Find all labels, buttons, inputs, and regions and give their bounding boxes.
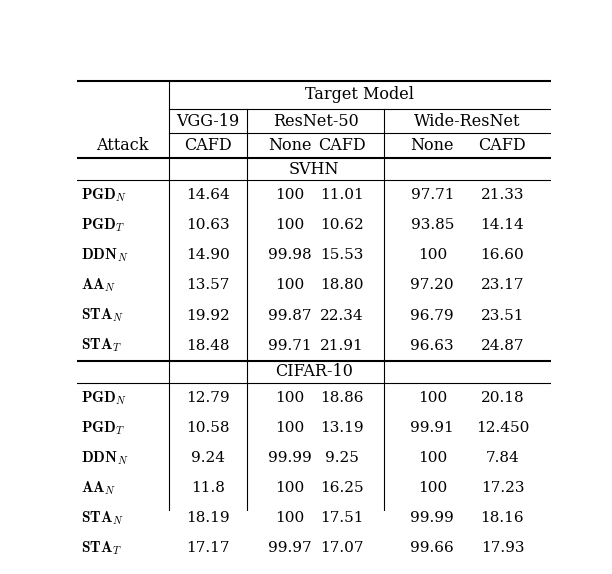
Text: 22.34: 22.34 (319, 308, 364, 323)
Text: 20.18: 20.18 (480, 391, 524, 405)
Text: 100: 100 (275, 511, 304, 525)
Text: 99.98: 99.98 (268, 249, 312, 262)
Text: 93.85: 93.85 (411, 218, 454, 232)
Text: 13.57: 13.57 (187, 278, 230, 292)
Text: $\mathbf{DDN}_{N}$: $\mathbf{DDN}_{N}$ (81, 449, 129, 467)
Text: 18.48: 18.48 (187, 339, 230, 352)
Text: $\mathbf{STA}_{N}$: $\mathbf{STA}_{N}$ (81, 509, 124, 527)
Text: Target Model: Target Model (305, 87, 414, 103)
Text: 19.92: 19.92 (186, 308, 230, 323)
Text: 10.58: 10.58 (187, 421, 230, 435)
Text: $\mathbf{AA}_{N}$: $\mathbf{AA}_{N}$ (81, 479, 116, 497)
Text: 18.16: 18.16 (480, 511, 524, 525)
Text: 99.99: 99.99 (267, 451, 312, 465)
Text: $\mathbf{AA}_{N}$: $\mathbf{AA}_{N}$ (81, 277, 116, 294)
Text: 14.90: 14.90 (186, 249, 230, 262)
Text: None: None (268, 137, 312, 154)
Text: 99.97: 99.97 (268, 541, 312, 555)
Text: 100: 100 (275, 218, 304, 232)
Text: CAFD: CAFD (184, 137, 232, 154)
Text: CAFD: CAFD (318, 137, 365, 154)
Text: 99.99: 99.99 (411, 511, 454, 525)
Text: 12.450: 12.450 (476, 421, 529, 435)
Text: None: None (411, 137, 454, 154)
Text: 100: 100 (417, 391, 447, 405)
Text: 100: 100 (417, 481, 447, 495)
Text: 100: 100 (275, 481, 304, 495)
Text: 11.01: 11.01 (319, 188, 364, 202)
Text: 100: 100 (275, 391, 304, 405)
Text: 10.62: 10.62 (319, 218, 364, 232)
Text: 17.07: 17.07 (319, 541, 364, 555)
Text: 9.24: 9.24 (191, 451, 225, 465)
Text: $\mathbf{DDN}_{N}$: $\mathbf{DDN}_{N}$ (81, 247, 129, 264)
Text: 15.53: 15.53 (320, 249, 363, 262)
Text: $\mathbf{PGD}_{T}$: $\mathbf{PGD}_{T}$ (81, 419, 125, 437)
Text: 100: 100 (275, 188, 304, 202)
Text: 100: 100 (275, 278, 304, 292)
Text: 99.71: 99.71 (268, 339, 312, 352)
Text: SVHN: SVHN (288, 161, 339, 178)
Text: 21.91: 21.91 (319, 339, 364, 352)
Text: 96.79: 96.79 (411, 308, 454, 323)
Text: 100: 100 (417, 249, 447, 262)
Text: 23.51: 23.51 (480, 308, 524, 323)
Text: $\mathbf{PGD}_{N}$: $\mathbf{PGD}_{N}$ (81, 389, 127, 406)
Text: 9.25: 9.25 (324, 451, 359, 465)
Text: Attack: Attack (97, 137, 149, 154)
Text: 99.87: 99.87 (268, 308, 312, 323)
Text: ResNet-50: ResNet-50 (273, 113, 359, 130)
Text: $\mathbf{STA}_{T}$: $\mathbf{STA}_{T}$ (81, 539, 122, 557)
Text: CAFD: CAFD (479, 137, 526, 154)
Text: CIFAR-10: CIFAR-10 (275, 363, 353, 380)
Text: 18.86: 18.86 (319, 391, 364, 405)
Text: 23.17: 23.17 (480, 278, 524, 292)
Text: 96.63: 96.63 (411, 339, 454, 352)
Text: 14.64: 14.64 (186, 188, 230, 202)
Text: $\mathbf{PGD}_{T}$: $\mathbf{PGD}_{T}$ (81, 216, 125, 234)
Text: 97.20: 97.20 (411, 278, 454, 292)
Text: $\mathbf{STA}_{N}$: $\mathbf{STA}_{N}$ (81, 307, 124, 324)
Text: 17.51: 17.51 (319, 511, 364, 525)
Text: $\mathbf{PGD}_{N}$: $\mathbf{PGD}_{N}$ (81, 187, 127, 204)
Text: 14.14: 14.14 (480, 218, 524, 232)
Text: 10.63: 10.63 (186, 218, 230, 232)
Text: 17.17: 17.17 (187, 541, 230, 555)
Text: 7.84: 7.84 (485, 451, 519, 465)
Text: 12.79: 12.79 (186, 391, 230, 405)
Text: 17.93: 17.93 (480, 541, 524, 555)
Text: 100: 100 (417, 451, 447, 465)
Text: 11.8: 11.8 (191, 481, 225, 495)
Text: 21.33: 21.33 (480, 188, 524, 202)
Text: 16.60: 16.60 (480, 249, 524, 262)
Text: 100: 100 (275, 421, 304, 435)
Text: 13.19: 13.19 (319, 421, 364, 435)
Text: 99.91: 99.91 (411, 421, 454, 435)
Text: 99.66: 99.66 (411, 541, 454, 555)
Text: Wide-ResNet: Wide-ResNet (414, 113, 521, 130)
Text: 24.87: 24.87 (480, 339, 524, 352)
Text: 18.19: 18.19 (186, 511, 230, 525)
Text: 97.71: 97.71 (411, 188, 454, 202)
Text: 17.23: 17.23 (480, 481, 524, 495)
Text: 16.25: 16.25 (319, 481, 364, 495)
Text: 18.80: 18.80 (319, 278, 364, 292)
Text: $\mathbf{STA}_{T}$: $\mathbf{STA}_{T}$ (81, 337, 122, 354)
Text: VGG-19: VGG-19 (176, 113, 240, 130)
